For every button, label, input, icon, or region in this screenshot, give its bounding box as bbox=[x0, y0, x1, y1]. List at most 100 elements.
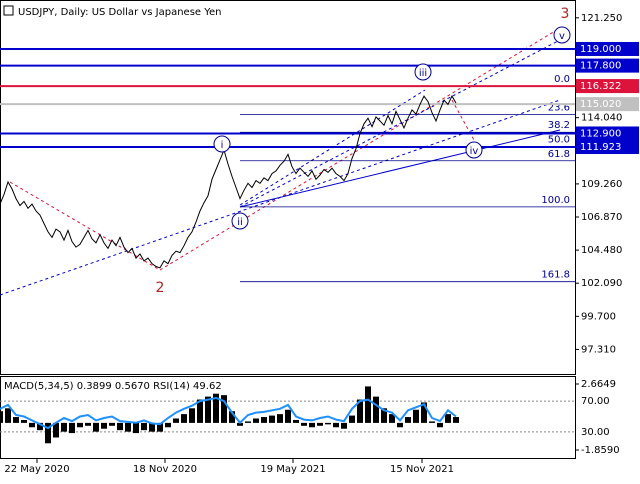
x-tick-label: 18 Nov 2020 bbox=[133, 464, 197, 475]
y2-tick-label: 30.00 bbox=[581, 427, 610, 438]
y2-tick-label: 70.00 bbox=[581, 396, 610, 407]
rsi-line bbox=[0, 396, 457, 430]
macd-bar bbox=[245, 421, 251, 423]
wave-label: iii bbox=[419, 68, 427, 79]
macd-bar bbox=[173, 418, 179, 423]
wave-label: ii bbox=[237, 217, 243, 228]
macd-bar bbox=[229, 411, 235, 423]
macd-bar bbox=[189, 408, 195, 423]
price-line bbox=[0, 95, 457, 269]
wave-label: i bbox=[221, 140, 224, 151]
macd-bar bbox=[237, 422, 243, 426]
fib-label: 161.8 bbox=[541, 270, 570, 281]
macd-bar bbox=[205, 396, 211, 423]
y-tick-label: 102.090 bbox=[581, 278, 622, 289]
macd-bar bbox=[397, 422, 403, 428]
level-label: 115.020 bbox=[580, 99, 621, 110]
y-tick-label: 97.310 bbox=[581, 344, 616, 355]
macd-bar bbox=[317, 422, 323, 426]
macd-bar bbox=[37, 422, 43, 431]
level-label: 112.900 bbox=[580, 128, 621, 139]
symbol-icon bbox=[3, 5, 14, 16]
macd-bar bbox=[45, 422, 51, 444]
fib-label: 0.0 bbox=[554, 74, 570, 85]
fib-label: 100.0 bbox=[541, 195, 570, 206]
fib-label: 50.0 bbox=[548, 135, 570, 146]
macd-bar bbox=[253, 418, 259, 423]
macd-bar bbox=[221, 395, 227, 423]
macd-bar bbox=[149, 422, 155, 432]
level-box bbox=[576, 140, 639, 155]
x-tick-label: 15 Nov 2021 bbox=[390, 464, 454, 475]
macd-bar bbox=[85, 422, 91, 426]
macd-bar bbox=[213, 393, 219, 423]
y-tick-label: 109.260 bbox=[581, 179, 622, 190]
macd-bar bbox=[381, 408, 387, 423]
macd-bar bbox=[133, 422, 139, 434]
macd-bar bbox=[61, 422, 67, 432]
level-label: 111.923 bbox=[580, 142, 621, 153]
y-tick-label: 106.870 bbox=[581, 212, 622, 223]
macd-bar bbox=[445, 414, 451, 423]
macd-bar bbox=[69, 422, 75, 434]
macd-bar bbox=[325, 422, 331, 425]
macd-bar bbox=[389, 414, 395, 423]
macd-bar bbox=[29, 422, 35, 428]
y-tick-label: 2.6649 bbox=[581, 379, 616, 390]
macd-bar bbox=[181, 414, 187, 423]
level-box bbox=[576, 58, 639, 73]
wave-label: v bbox=[559, 31, 565, 42]
macd-bar bbox=[165, 422, 171, 428]
macd-bar bbox=[77, 422, 83, 428]
macd-bar bbox=[301, 422, 307, 426]
macd-bar bbox=[93, 422, 99, 432]
macd-bar bbox=[453, 417, 459, 423]
level-label: 117.800 bbox=[580, 61, 621, 72]
y-tick-label: 121.250 bbox=[581, 13, 622, 24]
wave-circle bbox=[231, 212, 249, 230]
price-panel bbox=[0, 0, 576, 375]
macd-bar bbox=[13, 417, 19, 423]
macd-bar bbox=[349, 415, 355, 423]
wave-circle bbox=[213, 135, 231, 153]
macd-bar bbox=[293, 419, 299, 423]
level-box bbox=[576, 79, 639, 94]
macd-bar bbox=[421, 402, 427, 423]
macd-bar bbox=[197, 399, 203, 423]
chart-title: USDJPY, Daily: US Dollar vs Japanese Yen bbox=[18, 7, 222, 18]
macd-bar bbox=[277, 414, 283, 423]
x-tick-label: 19 May 2021 bbox=[260, 464, 325, 475]
y-tick-label: 104.480 bbox=[581, 245, 622, 256]
level-box bbox=[576, 126, 639, 141]
blue-trend bbox=[239, 129, 561, 208]
macd-bar bbox=[5, 408, 11, 423]
macd-bar bbox=[157, 422, 163, 432]
wave-circle bbox=[414, 63, 432, 81]
macd-bar bbox=[373, 396, 379, 423]
macd-bar bbox=[269, 415, 275, 423]
macd-bar bbox=[333, 422, 339, 428]
macd-bar bbox=[21, 419, 27, 423]
fib-label: 38.2 bbox=[548, 120, 570, 131]
macd-bar bbox=[309, 422, 315, 428]
macd-bar bbox=[437, 422, 443, 428]
y-tick-label: 99.700 bbox=[581, 311, 616, 322]
macd-bar bbox=[141, 422, 147, 431]
y-tick-label: 114.040 bbox=[581, 113, 622, 124]
macd-bar bbox=[117, 422, 123, 431]
fib-label: 23.6 bbox=[548, 103, 570, 114]
macd-bar bbox=[125, 422, 131, 432]
macd-bar bbox=[109, 422, 115, 426]
macd-bar bbox=[365, 386, 371, 423]
blue-dashed bbox=[239, 39, 561, 208]
macd-bar bbox=[101, 422, 107, 429]
macd-bar bbox=[429, 421, 435, 423]
fib-label: 61.8 bbox=[548, 149, 570, 160]
indicator-title: MACD(5,34,5) 0.3899 0.5670 RSI(14) 49.62 bbox=[4, 381, 222, 392]
y-tick-label: -1.8590 bbox=[581, 445, 620, 456]
x-tick-label: 22 May 2020 bbox=[4, 464, 69, 475]
wave-circle bbox=[465, 141, 483, 159]
wave-label: 2 bbox=[156, 280, 165, 296]
macd-bar bbox=[357, 399, 363, 423]
